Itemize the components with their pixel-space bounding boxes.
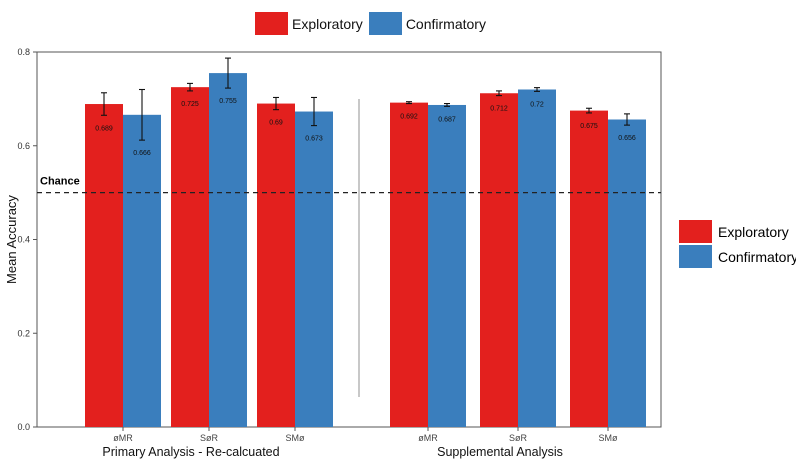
x-tick-label: SøR	[509, 433, 528, 443]
bar-confirmatory-2-1	[428, 104, 466, 427]
x-tick-label: SMø	[286, 433, 306, 443]
y-tick-label: 0.8	[17, 47, 30, 57]
side-legend-label-confirmatory: Confirmatory	[718, 248, 796, 265]
bar-confirmatory-2-3	[608, 119, 646, 427]
data-label: 0.725	[181, 101, 199, 108]
data-label: 0.755	[219, 98, 237, 105]
panel-label-2: Supplemental Analysis	[437, 445, 563, 459]
side-legend-row-exploratory: Exploratory	[679, 219, 796, 244]
data-label: 0.687	[438, 116, 456, 123]
bar-exploratory-2-2	[480, 93, 518, 427]
top-legend: Exploratory Confirmatory	[255, 12, 492, 35]
y-tick-label: 0.0	[17, 422, 30, 432]
y-tick-label: 0.6	[17, 141, 30, 151]
side-legend-swatch-confirmatory	[679, 245, 712, 268]
x-tick-label: øMR	[113, 433, 133, 443]
bar-confirmatory-1-2	[209, 73, 247, 427]
data-label: 0.69	[269, 120, 283, 127]
side-legend-swatch-exploratory	[679, 220, 712, 243]
data-label: 0.656	[618, 135, 636, 142]
panel-label-1: Primary Analysis - Re-calcuated	[102, 445, 279, 459]
bar-exploratory-1-2	[171, 87, 209, 427]
y-tick-label: 0.4	[17, 235, 30, 245]
bar-exploratory-2-3	[570, 110, 608, 427]
side-legend-label-exploratory: Exploratory	[718, 223, 789, 240]
bar-confirmatory-1-3	[295, 111, 333, 427]
legend-label-confirmatory: Confirmatory	[405, 15, 486, 32]
legend-swatch-confirmatory	[368, 12, 402, 35]
bar-exploratory-2-1	[390, 102, 428, 427]
x-tick-label: øMR	[418, 433, 438, 443]
data-label: 0.675	[580, 123, 598, 130]
data-label: 0.673	[305, 136, 323, 143]
side-legend-row-confirmatory: Confirmatory	[679, 244, 796, 269]
x-tick-label: SMø	[599, 433, 619, 443]
data-label: 0.666	[133, 150, 151, 157]
data-label: 0.689	[95, 125, 113, 132]
bar-exploratory-1-1	[85, 104, 123, 427]
y-tick-label: 0.2	[17, 328, 30, 338]
x-tick-label: SøR	[200, 433, 219, 443]
side-legend: Exploratory Confirmatory	[679, 219, 796, 269]
y-axis-title: Mean Accuracy	[4, 195, 19, 284]
bar-confirmatory-1-1	[123, 114, 161, 427]
data-label: 0.72	[530, 101, 544, 108]
legend-swatch-exploratory	[255, 12, 288, 35]
legend-label-exploratory: Exploratory	[292, 15, 363, 32]
chance-label: Chance	[40, 176, 80, 188]
bar-exploratory-1-3	[257, 103, 295, 427]
data-label: 0.692	[400, 114, 418, 121]
data-label: 0.712	[490, 106, 508, 113]
bar-confirmatory-2-2	[518, 89, 556, 427]
